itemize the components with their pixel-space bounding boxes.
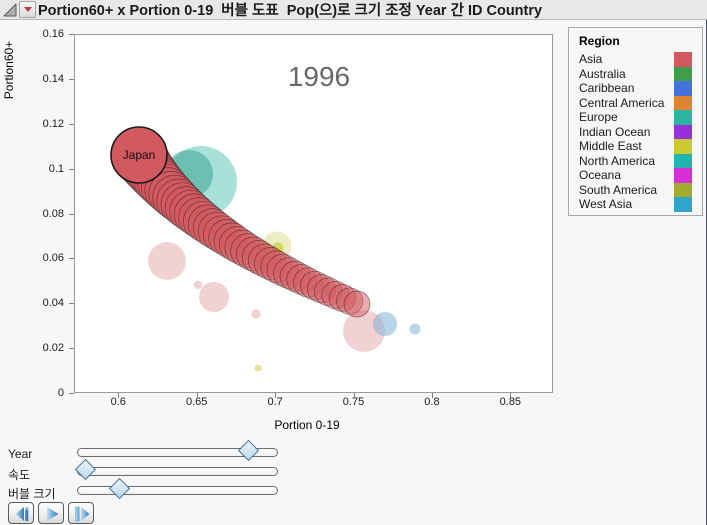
svg-text:Japan: Japan xyxy=(123,148,156,162)
